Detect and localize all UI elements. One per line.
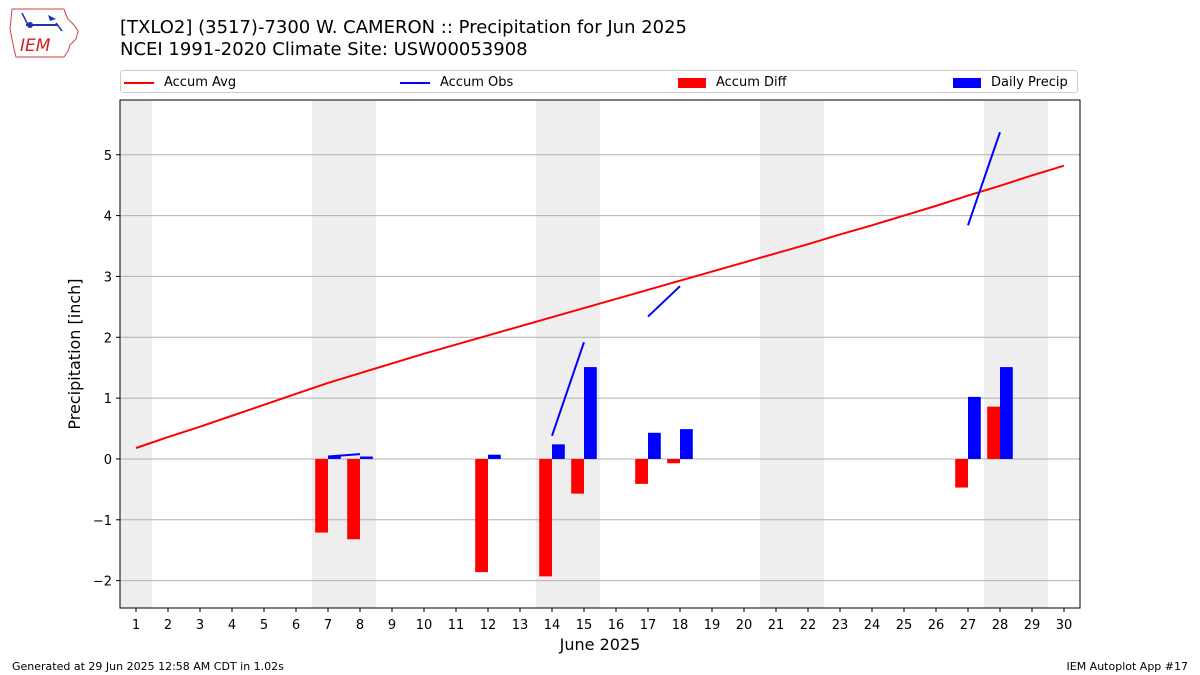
daily-precip-bar xyxy=(680,429,693,459)
y-tick-label: 5 xyxy=(104,149,112,164)
daily-precip-bar xyxy=(488,454,501,459)
y-tick-label: 1 xyxy=(104,392,112,407)
daily-precip-bar xyxy=(328,456,341,459)
x-axis-ticks: 1 2 3 4 5 6 7 8 9 10 11 12 13 14 15 16 17 18 19 20 21 22 23 24 2… xyxy=(132,608,1072,633)
x-tick-label: 17 xyxy=(640,618,657,633)
x-tick-label: 19 xyxy=(704,618,721,633)
x-tick-label: 18 xyxy=(672,618,689,633)
x-tick-label: 25 xyxy=(896,618,913,633)
x-tick-label: 26 xyxy=(928,618,945,633)
legend-swatch xyxy=(124,81,154,84)
accum-diff-bar xyxy=(667,458,680,464)
x-tick-label: 27 xyxy=(960,618,977,633)
daily-precip-bar xyxy=(968,396,981,459)
x-tick-label: 12 xyxy=(480,618,497,633)
weekend-band xyxy=(760,100,824,608)
weekend-band xyxy=(984,100,1048,608)
accum-diff-bar xyxy=(475,458,488,573)
x-tick-label: 29 xyxy=(1024,618,1041,633)
y-axis-label: Precipitation [inch] xyxy=(65,278,84,429)
daily-precip-bar xyxy=(648,432,661,459)
accum-diff-bar xyxy=(987,406,1000,459)
x-tick-label: 24 xyxy=(864,618,881,633)
accum-obs-line xyxy=(967,131,1001,226)
daily-precip-bar xyxy=(1000,367,1013,459)
daily-precip-bar xyxy=(552,444,565,459)
accum-avg-line xyxy=(135,164,1065,449)
y-axis-ticks: −2 −1 0 1 2 3 4 5 xyxy=(93,149,120,590)
y-gridlines xyxy=(120,154,1080,582)
series-lines xyxy=(135,131,1065,458)
iowa-map-icon: IEM xyxy=(9,8,79,58)
y-tick-label: 0 xyxy=(104,453,112,468)
y-tick-label: 3 xyxy=(104,270,112,285)
x-tick-label: 21 xyxy=(768,618,785,633)
accum-diff-bar xyxy=(539,458,552,577)
x-tick-label: 28 xyxy=(992,618,1009,633)
legend-label: Accum Obs xyxy=(440,75,514,90)
x-tick-label: 30 xyxy=(1056,618,1073,633)
daily-precip-bar xyxy=(360,456,373,459)
x-tick-label: 3 xyxy=(196,618,204,633)
iem-logo: IEM xyxy=(8,5,82,61)
x-tick-label: 20 xyxy=(736,618,753,633)
legend-label: Accum Avg xyxy=(164,75,237,90)
x-tick-label: 15 xyxy=(576,618,593,633)
x-tick-label: 7 xyxy=(324,618,332,633)
accum-diff-bar xyxy=(315,458,328,533)
x-tick-label: 10 xyxy=(416,618,433,633)
chart-subtitle: NCEI 1991-2020 Climate Site: USW00053908 xyxy=(120,39,528,60)
logo-text: IEM xyxy=(20,36,51,56)
x-tick-label: 9 xyxy=(388,618,396,633)
accum-obs-line xyxy=(327,453,361,458)
weekend-shading xyxy=(120,100,1048,608)
x-tick-label: 11 xyxy=(448,618,465,633)
accum-diff-bar xyxy=(955,458,968,488)
x-tick-label: 2 xyxy=(164,618,172,633)
legend-swatch xyxy=(678,77,706,88)
x-tick-label: 14 xyxy=(544,618,561,633)
plot-frame xyxy=(119,99,1081,609)
chart-title: [TXLO2] (3517)-7300 W. CAMERON :: Precip… xyxy=(120,17,688,38)
legend-label: Daily Precip xyxy=(991,75,1068,90)
accum-obs-line xyxy=(647,285,681,318)
x-tick-label: 5 xyxy=(260,618,268,633)
app-credit: IEM Autoplot App #17 xyxy=(1066,660,1189,673)
y-tick-label: 2 xyxy=(104,331,112,346)
x-tick-label: 8 xyxy=(356,618,364,633)
bars xyxy=(315,367,1013,577)
x-tick-label: 16 xyxy=(608,618,625,633)
weekend-band xyxy=(120,100,152,608)
legend-label: Accum Diff xyxy=(716,75,787,90)
y-tick-label: 4 xyxy=(104,210,112,225)
y-tick-label: −2 xyxy=(93,575,112,590)
accum-obs-line xyxy=(551,341,585,437)
y-tick-label: −1 xyxy=(93,514,112,529)
legend-swatch xyxy=(400,81,430,84)
legend-item-accum-diff: Accum Diff xyxy=(678,71,787,94)
legend: Accum Avg Accum Obs Accum Diff Daily Pre… xyxy=(120,70,1078,93)
accum-diff-bar xyxy=(635,458,648,484)
generated-timestamp: Generated at 29 Jun 2025 12:58 AM CDT in… xyxy=(12,660,284,673)
accum-diff-bar xyxy=(571,458,584,494)
x-tick-label: 1 xyxy=(132,618,140,633)
daily-precip-bar xyxy=(584,367,597,459)
x-tick-label: 6 xyxy=(292,618,300,633)
x-axis-label: June 2025 xyxy=(559,635,641,654)
accum-diff-bar xyxy=(347,458,360,540)
legend-item-accum-obs: Accum Obs xyxy=(400,71,513,94)
x-tick-label: 13 xyxy=(512,618,529,633)
x-tick-label: 23 xyxy=(832,618,849,633)
legend-item-daily-precip: Daily Precip xyxy=(953,71,1068,94)
x-tick-label: 4 xyxy=(228,618,236,633)
legend-item-accum-avg: Accum Avg xyxy=(124,71,236,94)
x-tick-label: 22 xyxy=(800,618,817,633)
legend-swatch xyxy=(953,77,981,88)
